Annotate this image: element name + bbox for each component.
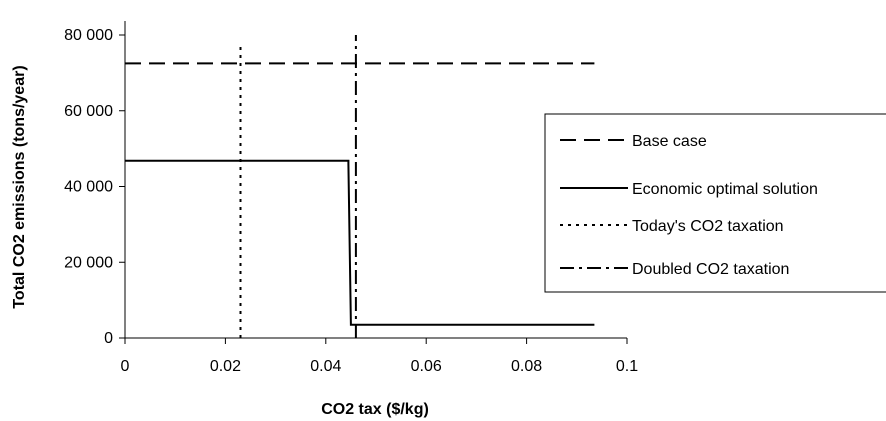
y-tick-label: 0 — [104, 330, 113, 347]
legend-box — [544, 113, 886, 293]
x-axis-title: CO2 tax ($/kg) — [321, 401, 429, 418]
legend-label-today-s-co2-taxation: Today's CO2 taxation — [632, 218, 784, 235]
y-axis-title: Total CO2 emissions (tons/year) — [11, 65, 28, 308]
series-group — [125, 35, 595, 338]
x-axis-ticks: 0 0.02 0.04 0.06 0.08 0.1 — [121, 338, 638, 375]
x-tick-label: 0.02 — [210, 358, 241, 375]
y-tick-label: 80 000 — [64, 27, 113, 44]
x-tick-label: 0.06 — [411, 358, 442, 375]
legend: Base case Economic optimal solution Today'… — [544, 113, 886, 293]
legend-entries: Base case Economic optimal solution Today'… — [560, 133, 818, 278]
legend-label-economic-optimal-solution: Economic optimal solution — [632, 181, 818, 198]
y-tick-label: 20 000 — [64, 254, 113, 271]
x-tick-label: 0.04 — [310, 358, 341, 375]
x-tick-label: 0.1 — [616, 358, 638, 375]
y-tick-label: 40 000 — [64, 179, 113, 196]
x-tick-label: 0.08 — [511, 358, 542, 375]
legend-label-base-case: Base case — [632, 133, 707, 150]
x-tick-label: 0 — [121, 358, 130, 375]
series-line-economic-optimal-solution — [125, 159, 595, 326]
y-tick-label: 60 000 — [64, 103, 113, 120]
y-axis-ticks: 0 20 000 40 000 60 000 80 000 — [64, 27, 125, 347]
legend-label-doubled-co2-taxation: Doubled CO2 taxation — [632, 261, 789, 278]
